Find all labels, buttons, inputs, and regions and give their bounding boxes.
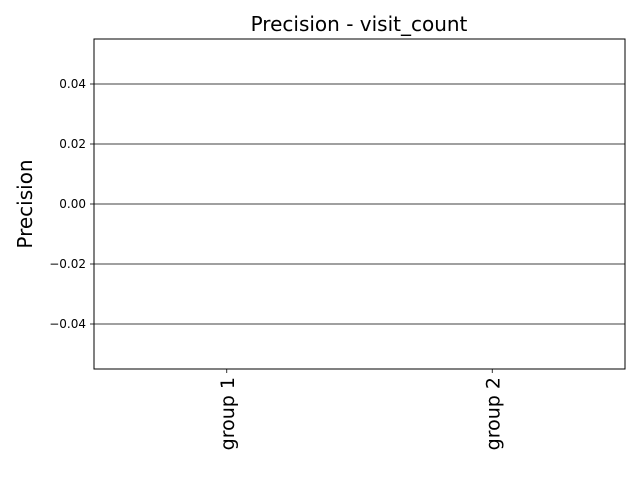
y-axis-label: Precision (13, 159, 37, 248)
y-tick-label: −0.04 (49, 317, 86, 331)
y-tick-label: −0.02 (49, 257, 86, 271)
x-tick-label: group 2 (482, 377, 504, 450)
y-tick-label: 0.02 (59, 137, 86, 151)
x-tick-label: group 1 (217, 377, 239, 450)
y-tick-label: 0.04 (59, 77, 86, 91)
plot-frame (93, 38, 626, 370)
y-ticks: −0.04 −0.02 0.00 0.02 0.04 (49, 77, 94, 331)
chart-title: Precision - visit_count (251, 12, 468, 36)
category-labels: group 1 group 2 (217, 369, 504, 450)
y-tick-label: 0.00 (59, 197, 86, 211)
grid-lines (94, 83, 625, 325)
